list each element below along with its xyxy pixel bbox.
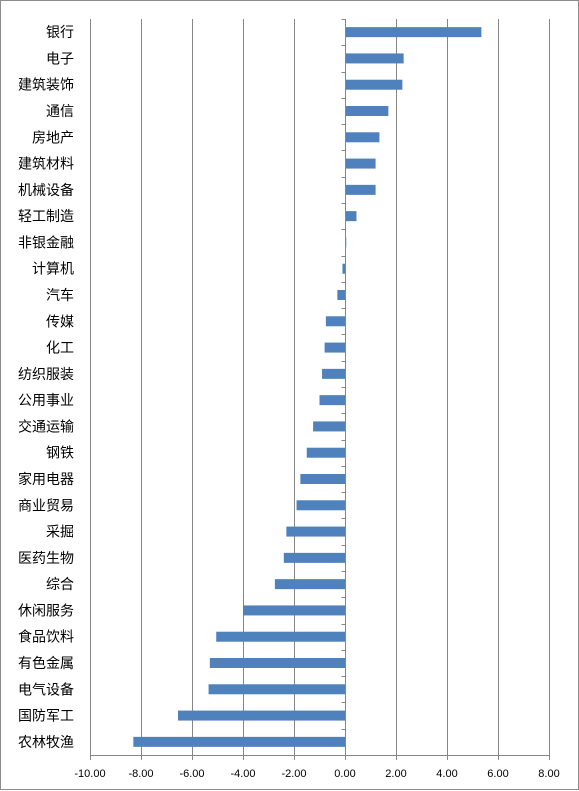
category-label-建筑材料: 建筑材料 — [18, 157, 74, 173]
category-label-有色金属: 有色金属 — [18, 655, 74, 672]
bar-建筑装饰 — [345, 79, 403, 90]
category-label-商业贸易: 商业贸易 — [18, 498, 74, 514]
x-tick-label-8.00: 8.00 — [538, 768, 559, 780]
bar-机械设备 — [345, 184, 376, 195]
category-label-传媒: 传媒 — [46, 314, 74, 330]
category-label-纺织服装: 纺织服装 — [18, 367, 74, 383]
x-tick-label--4.00: -4.00 — [230, 768, 255, 780]
category-label-交通运输: 交通运输 — [18, 418, 74, 435]
category-label-电气设备: 电气设备 — [18, 681, 74, 698]
x-tick-label-6.00: 6.00 — [487, 768, 508, 780]
category-label-医药生物: 医药生物 — [18, 551, 74, 567]
category-label-房地产: 房地产 — [32, 130, 74, 146]
bar-汽车 — [337, 290, 345, 300]
category-label-计算机: 计算机 — [32, 262, 74, 278]
bar-计算机 — [342, 263, 345, 274]
category-label-银行: 银行 — [46, 25, 74, 41]
bar-钢铁 — [306, 447, 345, 458]
category-label-国防军工: 国防军工 — [18, 709, 74, 725]
bar-综合 — [274, 579, 345, 590]
category-label-机械设备: 机械设备 — [18, 182, 74, 199]
x-tick-label--8.00: -8.00 — [128, 768, 153, 780]
bars — [133, 27, 482, 747]
x-tick-label-4.00: 4.00 — [436, 768, 457, 780]
category-label-家用电器: 家用电器 — [18, 471, 74, 488]
x-tick-label--6.00: -6.00 — [179, 768, 204, 780]
category-label-公用事业: 公用事业 — [18, 393, 74, 409]
category-label-汽车: 汽车 — [46, 287, 74, 304]
bar-银行 — [345, 27, 482, 38]
axes — [90, 19, 550, 760]
bar-通信 — [345, 106, 389, 116]
category-label-建筑装饰: 建筑装饰 — [18, 78, 74, 94]
x-tick-labels: -10.00 -8.00 -6.00 -4.00 -2.00 0.00 2.00 4.00 6.… — [74, 768, 559, 780]
category-label-采掘: 采掘 — [46, 525, 74, 541]
x-tick-label--10.00: -10.00 — [74, 768, 105, 780]
bar-电子 — [345, 53, 404, 64]
bar-休闲服务 — [243, 605, 345, 616]
bar-商业贸易 — [296, 500, 345, 511]
category-label-钢铁: 钢铁 — [46, 446, 74, 462]
bar-电气设备 — [208, 684, 345, 695]
bar-交通运输 — [313, 421, 345, 432]
bar-传媒 — [325, 316, 345, 327]
bar-建筑材料 — [345, 158, 376, 169]
bar-轻工制造 — [345, 211, 357, 222]
bar-医药生物 — [283, 552, 345, 563]
bar-纺织服装 — [322, 368, 345, 379]
category-label-非银金融: 非银金融 — [18, 235, 74, 251]
bar-房地产 — [345, 132, 380, 143]
bar-有色金属 — [209, 658, 345, 668]
category-label-综合: 综合 — [46, 577, 74, 593]
category-label-农林牧渔: 农林牧渔 — [18, 735, 74, 751]
category-labels: 银行电子建筑装饰通信房地产建筑材料机械设备轻工制造非银金融计算机汽车传媒化工纺织… — [18, 25, 74, 751]
x-tick-label--2.00: -2.00 — [281, 768, 306, 780]
bar-家用电器 — [300, 474, 345, 484]
category-label-通信: 通信 — [46, 104, 74, 120]
bar-农林牧渔 — [133, 736, 345, 747]
category-label-轻工制造: 轻工制造 — [18, 209, 74, 225]
gridlines — [90, 19, 550, 755]
x-tick-label-0.00: 0.00 — [334, 768, 355, 780]
x-tick-label-2.00: 2.00 — [385, 768, 406, 780]
category-label-电子: 电子 — [46, 51, 74, 67]
bar-化工 — [324, 342, 345, 353]
category-label-化工: 化工 — [46, 341, 74, 357]
bar-国防军工 — [177, 710, 345, 721]
bar-公用事业 — [319, 395, 345, 406]
bar-采掘 — [286, 526, 345, 537]
category-label-休闲服务: 休闲服务 — [18, 603, 74, 619]
category-label-食品饮料: 食品饮料 — [18, 629, 74, 646]
bar-食品饮料 — [216, 631, 345, 642]
